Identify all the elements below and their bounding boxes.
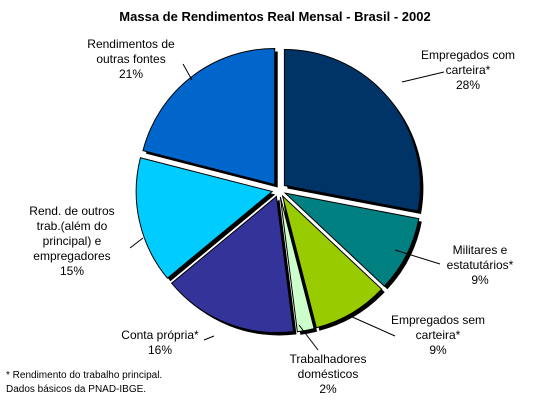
slice-rend-outros-trab [135,157,274,279]
slice-value-label: 9% [471,273,489,287]
slice-label-militares-estatutarios: Militares e estatutários* 9% [447,243,514,287]
slice-value-label: 9% [429,343,447,357]
slice-label-line: principal) e [43,234,102,248]
leader-line-militares-estatutarios [394,249,441,265]
leader-line-empregados-com-carteira [401,71,445,83]
slice-label-line: Empregados sem [391,313,485,327]
slice-label-rendimentos-outras-fontes: Rendimentos de outras fontes 21% [87,37,175,81]
leader-lines [129,63,445,351]
slice-label-line: domésticos [298,367,359,381]
slice-value-label: 28% [456,78,480,92]
slice-label-line: Militares e [453,243,508,257]
slice-label-line: carteira* [446,63,491,77]
slice-label-line: trab.(além do [37,219,108,233]
slice-rendimentos-outras-fontes [142,47,276,186]
slice-shadow-trabalhadores-domesticos [283,199,318,335]
slice-label-line: Trabalhadores [290,352,367,366]
slice-label-rend-outros-trab: Rend. de outros trab.(além do principal) e… [29,204,114,278]
slice-value-label: 2% [319,382,337,396]
slice-label-line: empregadores [33,249,110,263]
slice-label-empregados-sem-carteira: Empregados sem carteira* 9% [391,313,485,357]
leader-line-trabalhadores-domesticos [298,324,319,351]
chart-title: Massa de Rendimentos Real Mensal - Brasi… [119,9,430,24]
footnote-asterisk: * Rendimento do trabalho principal. [6,370,162,381]
slice-label-line: outras fontes [96,52,165,66]
leader-line-rendimentos-outras-fontes [182,63,193,81]
slice-value-label: 21% [119,67,143,81]
slice-value-label: 16% [148,343,172,357]
leader-line-empregados-sem-carteira [349,315,396,337]
slice-labels: Empregados com carteira* 28%Militares e est… [29,37,515,396]
leader-line-rend-outros-trab [129,237,144,249]
slice-label-line: carteira* [416,328,461,342]
slice-empregados-com-carteira [283,49,421,212]
slice-conta-propria [170,195,295,334]
slice-label-line: Rend. de outros [29,204,114,218]
slice-trabalhadores-domesticos [279,196,315,333]
slice-label-empregados-com-carteira: Empregados com carteira* 28% [421,48,515,92]
pie-slices [135,47,424,336]
slice-label-line: estatutários* [447,258,514,272]
slice-value-label: 15% [60,264,84,278]
leader-line-conta-propria [203,335,215,341]
slice-militares-estatutarios [283,192,420,287]
slice-empregados-sem-carteira [281,194,383,329]
slice-label-trabalhadores-domesticos: Trabalhadores domésticos 2% [290,352,367,396]
slice-label-line: Empregados com [421,48,515,62]
slice-label-line: Rendimentos de [87,37,175,51]
slice-label-conta-propria: Conta própria* 16% [121,328,199,357]
slice-label-line: Conta própria* [121,328,199,342]
footnote-source: Dados básicos da PNAD-IBGE. [6,384,146,395]
